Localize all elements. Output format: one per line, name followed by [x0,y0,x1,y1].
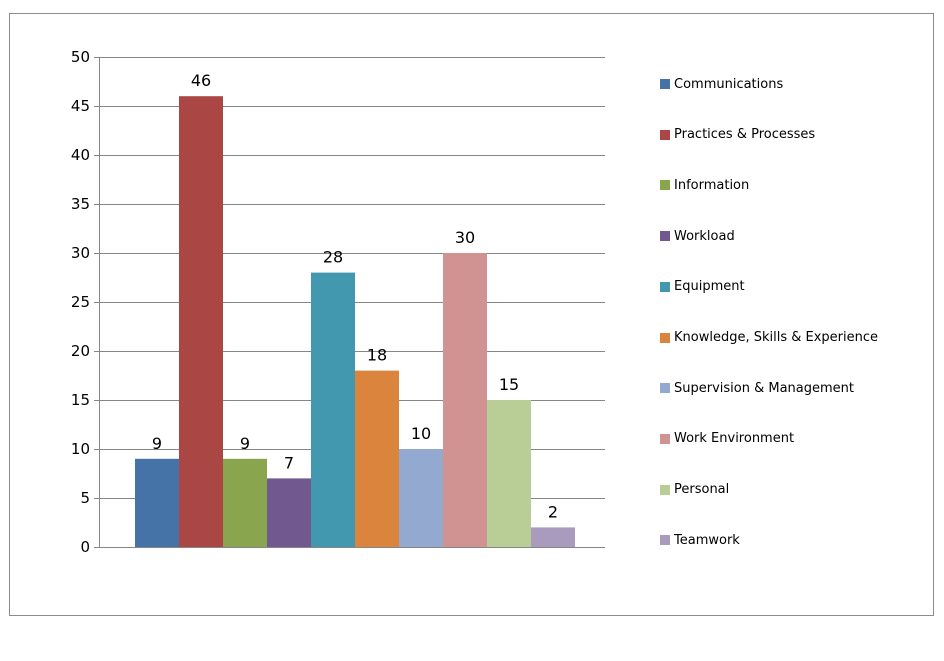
legend-item: Personal [660,480,729,500]
legend-swatch [660,332,670,343]
bar-information [223,458,267,547]
data-label: 9 [240,434,250,453]
legend-label: Practices & Processes [674,127,816,143]
legend-item: Equipment [660,277,745,297]
bars [135,96,575,547]
legend-label: Information [674,177,750,193]
legend-item: Work Environment [660,429,794,449]
bar-communications [135,458,179,547]
legend-swatch [660,484,670,495]
legend-label: Work Environment [674,431,795,447]
legend-label: Supervision & Management [674,380,855,396]
data-label: 2 [548,502,558,521]
y-tick-label: 0 [80,538,90,556]
bar-supervision-management [399,449,443,547]
data-label: 46 [191,71,211,90]
bar-teamwork [531,527,575,547]
legend-item: Communications [660,74,783,94]
legend-swatch [660,129,670,140]
y-tick-label: 30 [71,244,90,262]
legend-item: Supervision & Management [660,378,854,398]
legend-item: Workload [660,226,735,246]
legend-item: Information [660,175,749,195]
bar-knowledge-skills-experience [355,370,399,547]
data-label: 30 [455,228,475,247]
bar-workload [267,478,311,547]
bar-equipment [311,272,355,547]
bar-practices-processes [179,96,223,547]
data-labels: 9 46 9 7 28 18 10 30 15 2 [152,71,558,521]
y-tick-label: 25 [71,293,90,311]
y-tick-label: 45 [71,97,90,115]
legend-swatch [660,281,670,292]
data-label: 18 [367,346,387,365]
y-tick-label: 35 [71,195,90,213]
legend-label: Equipment [674,279,745,295]
y-tick-label: 20 [71,342,90,360]
legend-swatch [660,79,670,89]
bar-work-environment [443,253,487,547]
legend-label: Teamwork [674,532,740,548]
axes: 0 5 10 15 20 25 30 35 40 45 50 [71,48,605,556]
data-label: 15 [499,375,519,394]
legend-swatch [660,180,670,191]
data-label: 9 [152,434,162,453]
data-label: 10 [411,424,431,443]
y-tick-label: 50 [71,48,90,66]
legend-label: Workload [674,228,735,244]
legend-swatch [660,383,670,394]
chart-frame: 0 5 10 15 20 25 30 35 40 45 50 9 46 9 7 28 18 10 30 15 2 Co… [9,13,934,616]
legend-swatch [660,535,670,546]
y-tick-label: 10 [71,440,90,458]
bar-personal [487,400,531,547]
data-label: 7 [284,453,294,472]
legend-label: Knowledge, Skills & Experience [674,330,879,345]
y-tick-label: 15 [71,391,90,409]
data-label: 28 [323,248,343,267]
legend-item: Knowledge, Skills & Experience [660,328,878,348]
legend-item: Practices & Processes [660,125,815,145]
bar-chart: 0 5 10 15 20 25 30 35 40 45 50 9 46 9 7 28 18 10 30 15 2 [71,48,605,556]
y-tick-label: 5 [80,489,90,507]
y-tick-label: 40 [71,146,90,164]
legend-swatch [660,433,670,444]
legend-label: Communications [674,76,784,92]
legend-swatch [660,231,670,242]
legend-label: Personal [674,482,730,498]
legend-item: Teamwork [660,530,740,550]
